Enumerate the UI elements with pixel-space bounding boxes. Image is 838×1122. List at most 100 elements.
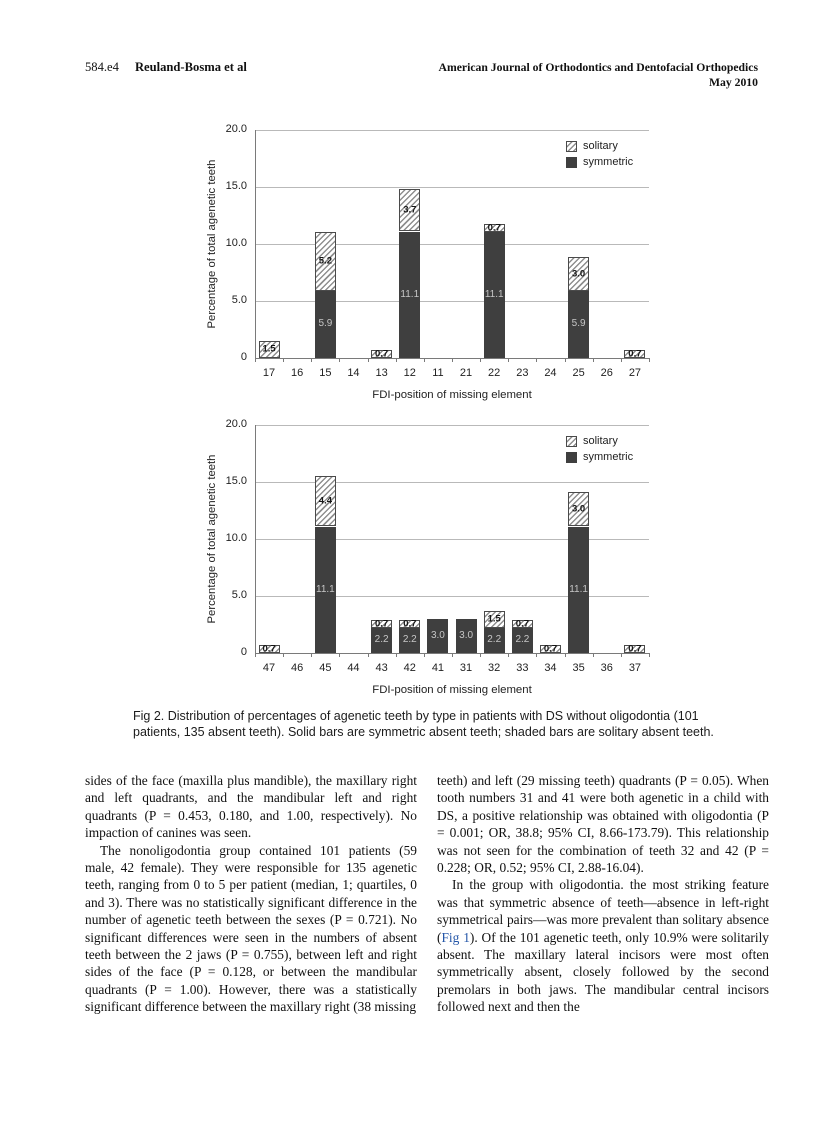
x-tick-mark	[536, 653, 538, 657]
x-tick-label: 46	[291, 662, 304, 674]
x-tick-mark	[508, 653, 510, 657]
x-tick-mark	[452, 653, 453, 657]
x-tick-label: 22	[488, 367, 501, 379]
bar-segment-solitary: 1.5	[258, 340, 280, 358]
bar-segment-symmetric: 2.2	[371, 627, 393, 653]
issue-date: May 2010	[708, 76, 758, 89]
y-tick-label: 0	[240, 351, 247, 363]
bar-segment-solitary: 0.7	[540, 643, 561, 655]
x-tick-mark	[592, 358, 594, 362]
bar-segment-symmetric: 11.1	[483, 231, 505, 358]
x-tick-mark	[311, 653, 313, 657]
body-text: ). Of the 101 agenetic teeth, only 10.9%…	[437, 929, 769, 1015]
chart-legend: solitary symmetric	[566, 435, 633, 467]
x-tick-label: 26	[600, 367, 613, 379]
running-head-right: American Journal of Orthodontics and Den…	[439, 60, 758, 90]
bar-value-label: 0.7	[403, 618, 417, 630]
y-tick-label: 20.0	[225, 418, 247, 430]
x-tick-label: 14	[347, 367, 360, 379]
x-axis-label: FDI-position of missing element	[372, 684, 532, 696]
bar-segment-symmetric: 11.1	[399, 231, 421, 358]
bar-segment-symmetric: 5.9	[568, 290, 590, 358]
bar-segment-solitary: 3.0	[568, 256, 590, 291]
x-tick-label: 23	[516, 367, 529, 379]
bar-value-label: 4.4	[318, 495, 332, 507]
x-tick-mark	[620, 653, 622, 657]
legend-item: solitary	[566, 140, 633, 152]
x-tick-label: 25	[572, 367, 585, 379]
bar-segment-symmetric: 2.2	[399, 627, 421, 653]
bar-value-label: 3.0	[430, 629, 445, 641]
x-tick-mark	[255, 358, 256, 362]
gridline	[255, 539, 649, 540]
bar-segment-symmetric: 5.9	[314, 290, 336, 358]
legend-swatch-solitary	[566, 435, 577, 447]
legend-swatch-symmetric	[566, 451, 577, 463]
fig1-link[interactable]: Fig 1	[441, 929, 470, 945]
bar-value-label: 0.7	[487, 221, 501, 233]
bar-segment-solitary: 3.0	[568, 492, 590, 527]
gridline	[255, 425, 649, 426]
bar-value-label: 0.7	[262, 643, 276, 655]
x-tick-label: 35	[572, 662, 585, 674]
bar-segment-solitary: 0.7	[483, 221, 505, 233]
bar-segment-solitary: 0.7	[624, 349, 646, 358]
bar-segment-symmetric: 2.2	[483, 627, 505, 653]
bar-value-label: 1.5	[487, 613, 501, 625]
x-tick-mark	[536, 358, 538, 362]
x-tick-label: 44	[347, 662, 360, 674]
x-tick-mark	[255, 653, 256, 657]
y-tick-label: 5.0	[231, 589, 247, 601]
bar-segment-solitary: 1.5	[483, 610, 505, 628]
x-tick-label: 47	[262, 662, 276, 674]
body-paragraph: teeth) and left (29 missing teeth) quadr…	[437, 773, 769, 876]
x-tick-mark	[283, 358, 285, 362]
x-tick-mark	[367, 358, 369, 362]
x-tick-label: 37	[628, 662, 642, 674]
bar-value-label: 5.9	[318, 318, 333, 330]
legend-label: solitary	[583, 435, 618, 447]
y-tick-label: 10.0	[225, 532, 247, 544]
x-tick-mark	[649, 653, 650, 657]
bar-segment-solitary: 0.7	[371, 619, 393, 628]
x-tick-label: 45	[319, 662, 332, 674]
x-tick-mark	[649, 358, 650, 362]
x-tick-label: 32	[488, 662, 501, 674]
x-tick-mark	[339, 653, 341, 657]
legend-label: solitary	[583, 140, 618, 152]
bar-segment-solitary: 0.7	[371, 349, 393, 358]
running-head-left: 584.e4 Reuland-Bosma et al	[85, 60, 247, 75]
bar-value-label: 0.7	[628, 643, 642, 655]
y-axis-line	[255, 425, 256, 653]
x-tick-label: 42	[403, 662, 416, 674]
bar-segment-symmetric: 11.1	[568, 526, 590, 653]
x-tick-mark	[423, 653, 425, 657]
bar-value-label: 2.2	[402, 634, 417, 646]
journal-title: American Journal of Orthodontics and Den…	[438, 61, 758, 74]
bar-segment-solitary: 0.7	[258, 643, 280, 655]
x-tick-mark	[311, 358, 313, 362]
y-tick-label: 10.0	[225, 237, 247, 249]
bar-value-label: 0.7	[515, 618, 529, 630]
x-tick-mark	[508, 358, 510, 362]
bar-value-label: 2.2	[515, 634, 530, 646]
legend-item: symmetric	[566, 156, 633, 168]
chart-maxillary-teeth: Percentage of total agenetic teeth 20.0 15…	[183, 120, 713, 412]
x-tick-label: 11	[432, 367, 444, 379]
bar-value-label: 5.2	[318, 255, 332, 267]
bar-segment-symmetric: 2.2	[511, 627, 533, 653]
bar-value-label: 2.2	[487, 634, 502, 646]
x-tick-mark	[423, 358, 425, 362]
legend-item: symmetric	[566, 451, 633, 463]
x-tick-label: 43	[375, 662, 388, 674]
legend-swatch-symmetric	[566, 156, 577, 168]
x-tick-label: 13	[375, 367, 388, 379]
x-tick-mark	[564, 358, 566, 362]
bar-value-label: 2.2	[374, 634, 389, 646]
bar-value-label: 0.7	[543, 643, 558, 655]
x-tick-label: 12	[403, 367, 416, 379]
legend-swatch-solitary	[566, 140, 577, 152]
body-paragraph: The nonoligodontia group contained 101 p…	[85, 842, 417, 1015]
running-authors: Reuland-Bosma et al	[134, 60, 247, 74]
bar-value-label: 3.0	[459, 629, 474, 641]
